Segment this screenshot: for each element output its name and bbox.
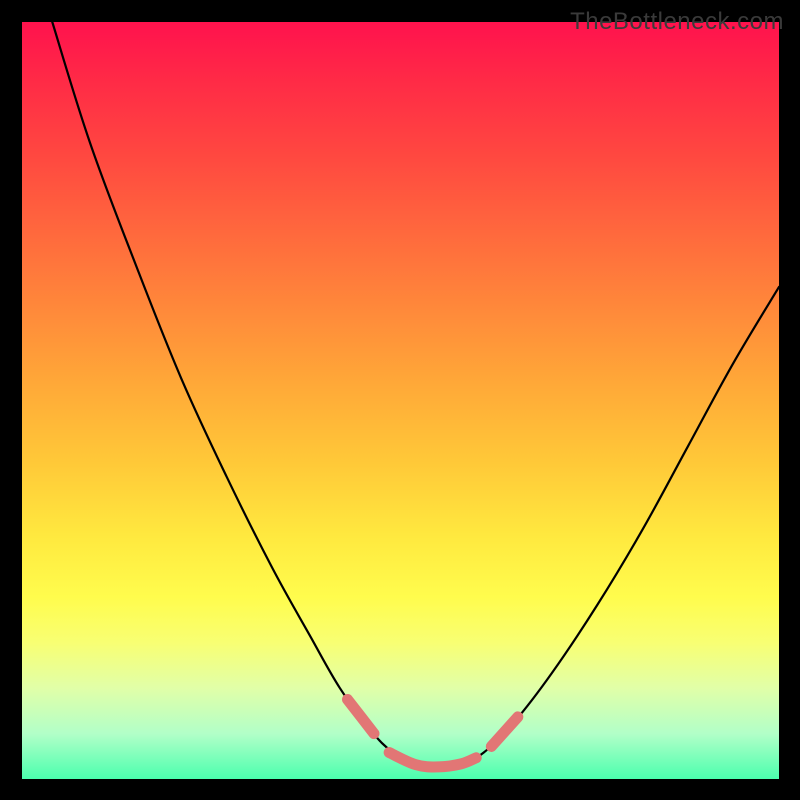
highlight-segment — [389, 753, 476, 767]
plot-svg — [22, 22, 779, 779]
highlight-segment — [348, 700, 374, 734]
watermark-text: TheBottleneck.com — [570, 8, 784, 36]
bottleneck-curve — [52, 22, 779, 767]
highlighted-range — [348, 700, 518, 767]
highlight-segment — [491, 717, 517, 747]
chart-container: TheBottleneck.com — [0, 0, 800, 800]
